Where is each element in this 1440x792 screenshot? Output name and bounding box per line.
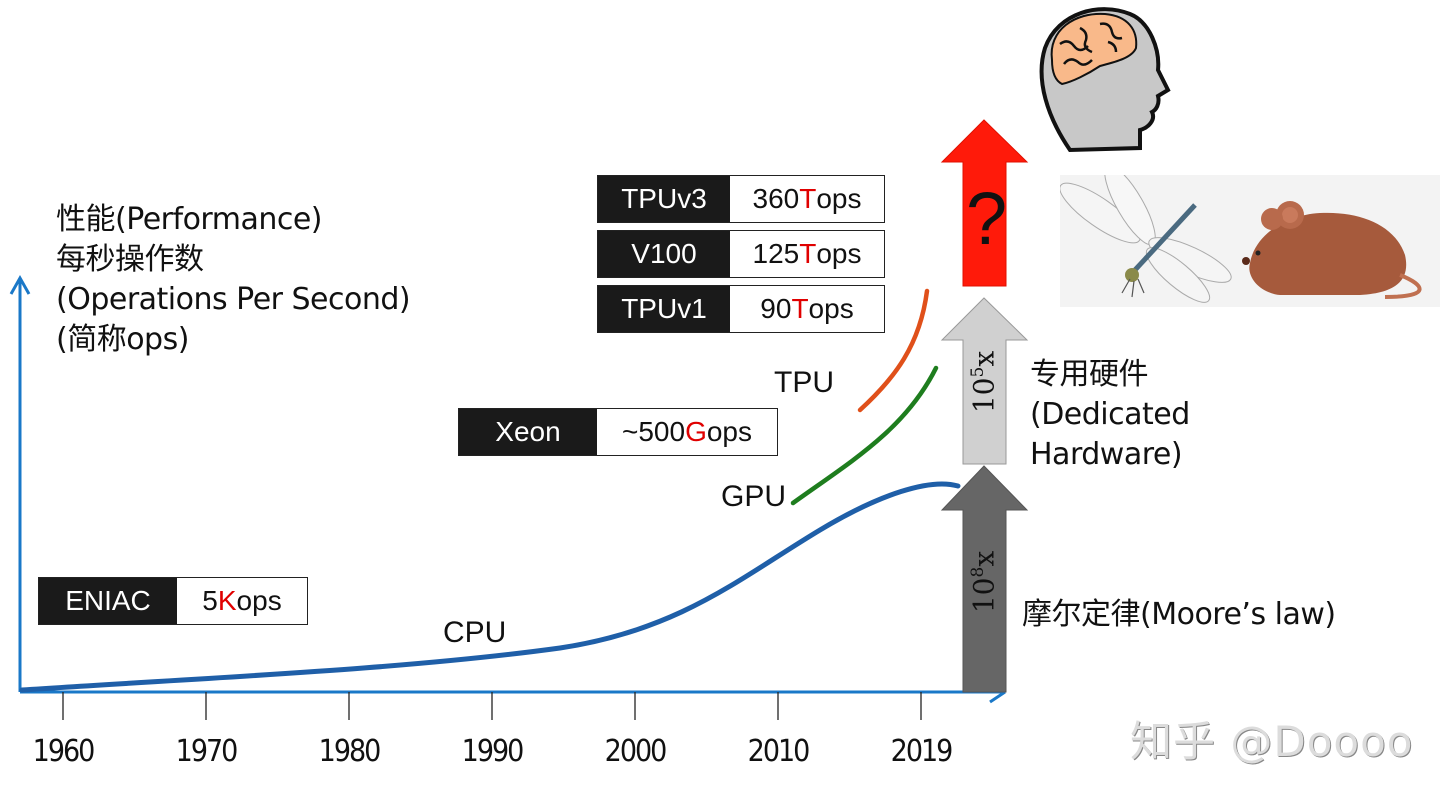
x-tick-label: 1960	[32, 734, 96, 769]
question-mark-icon: ?	[966, 177, 1008, 260]
moores-law-arrow	[940, 465, 1029, 693]
y-axis-label: 性能(Performance) 每秒操作数 (Operations Per Se…	[56, 200, 411, 360]
cpu-label: CPU	[443, 616, 507, 649]
x-tick-label: 2010	[747, 734, 811, 769]
x-tick-label: 2019	[890, 734, 954, 769]
chip-name: ENIAC	[39, 578, 177, 624]
future-question-arrow	[940, 119, 1029, 287]
x-tick-label: 1980	[318, 734, 382, 769]
dedicated-hardware-factor: 105x	[967, 350, 1001, 414]
watermark: 知乎 @Doooo	[1130, 717, 1414, 766]
chip-name: TPUv3	[598, 176, 730, 222]
x-tick-label: 1970	[175, 734, 239, 769]
mouse-icon	[1242, 201, 1422, 299]
x-tick-label: 2000	[604, 734, 668, 769]
x-axis-arrow-icon	[989, 690, 1006, 704]
y-axis-label-line2: 每秒操作数	[56, 242, 204, 277]
chip-name: V100	[598, 231, 730, 277]
animals-image	[1059, 164, 1440, 307]
chip-name: TPUv1	[598, 286, 730, 332]
dedicated-hardware-arrow	[940, 297, 1029, 465]
x-axis-ticks	[62, 692, 922, 720]
dragonfly-and-mouse-image	[1059, 164, 1422, 303]
moores-law-factor: 108x	[967, 550, 1001, 614]
cpu-curve	[19, 481, 961, 693]
y-axis-label-line1: 性能(Performance)	[56, 202, 323, 237]
brain-head-icon	[1039, 7, 1171, 153]
dragonfly-icon	[1059, 164, 1232, 303]
x-tick-label: 1990	[461, 734, 525, 769]
gpu-curve	[790, 365, 939, 506]
tpu-label: TPU	[774, 366, 834, 399]
gpu-label: GPU	[721, 480, 787, 513]
y-axis-label-line4: (简称ops)	[56, 322, 189, 357]
y-axis-label-line3: (Operations Per Second)	[56, 282, 411, 317]
tpu-curve	[857, 288, 930, 413]
dedicated-hardware-label: 专用硬件 (Dedicated Hardware)	[1030, 357, 1190, 472]
y-axis-arrow-icon	[9, 274, 31, 295]
chip-name: Xeon	[459, 409, 597, 455]
moores-law-label: 摩尔定律(Moore’s law)	[1022, 597, 1336, 632]
